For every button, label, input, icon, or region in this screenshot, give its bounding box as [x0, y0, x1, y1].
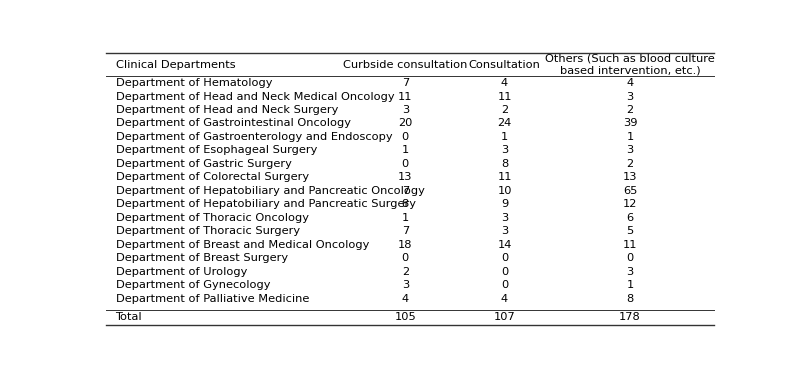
- Text: 3: 3: [626, 267, 634, 277]
- Text: Total: Total: [115, 312, 142, 321]
- Text: Department of Colorectal Surgery: Department of Colorectal Surgery: [115, 172, 309, 182]
- Text: 0: 0: [501, 280, 508, 290]
- Text: Department of Thoracic Oncology: Department of Thoracic Oncology: [115, 213, 309, 223]
- Text: Department of Gastrointestinal Oncology: Department of Gastrointestinal Oncology: [115, 118, 350, 129]
- Text: 6: 6: [626, 213, 634, 223]
- Text: 1: 1: [501, 132, 508, 142]
- Text: 3: 3: [402, 105, 409, 115]
- Text: 107: 107: [494, 312, 515, 321]
- Text: 11: 11: [498, 91, 512, 102]
- Text: 178: 178: [619, 312, 641, 321]
- Text: 0: 0: [402, 132, 409, 142]
- Text: 2: 2: [626, 159, 634, 169]
- Text: 0: 0: [501, 253, 508, 263]
- Text: 1: 1: [402, 145, 409, 155]
- Text: 1: 1: [626, 132, 634, 142]
- Text: 1: 1: [402, 213, 409, 223]
- Text: 3: 3: [626, 145, 634, 155]
- Text: 3: 3: [501, 226, 508, 236]
- Text: Department of Gastroenterology and Endoscopy: Department of Gastroenterology and Endos…: [115, 132, 392, 142]
- Text: 11: 11: [398, 91, 413, 102]
- Text: 4: 4: [402, 294, 409, 304]
- Text: 0: 0: [402, 159, 409, 169]
- Text: 2: 2: [402, 267, 409, 277]
- Text: 3: 3: [402, 280, 409, 290]
- Text: Department of Breast and Medical Oncology: Department of Breast and Medical Oncolog…: [115, 240, 369, 250]
- Text: Department of Esophageal Surgery: Department of Esophageal Surgery: [115, 145, 317, 155]
- Text: Consultation: Consultation: [469, 60, 541, 70]
- Text: Department of Hepatobiliary and Pancreatic Surgery: Department of Hepatobiliary and Pancreat…: [115, 199, 415, 209]
- Text: 3: 3: [626, 91, 634, 102]
- Text: 7: 7: [402, 78, 409, 88]
- Text: 105: 105: [394, 312, 416, 321]
- Text: 3: 3: [501, 213, 508, 223]
- Text: 8: 8: [501, 159, 508, 169]
- Text: Department of Hepatobiliary and Pancreatic Oncology: Department of Hepatobiliary and Pancreat…: [115, 186, 424, 196]
- Text: 0: 0: [626, 253, 634, 263]
- Text: 5: 5: [626, 226, 634, 236]
- Text: Others (Such as blood culture
based intervention, etc.): Others (Such as blood culture based inte…: [546, 54, 715, 76]
- Text: 9: 9: [501, 199, 508, 209]
- Text: 65: 65: [623, 186, 638, 196]
- Text: Department of Head and Neck Surgery: Department of Head and Neck Surgery: [115, 105, 338, 115]
- Text: 39: 39: [623, 118, 638, 129]
- Text: 7: 7: [402, 226, 409, 236]
- Text: Clinical Departments: Clinical Departments: [115, 60, 235, 70]
- Text: Department of Breast Surgery: Department of Breast Surgery: [115, 253, 288, 263]
- Text: 2: 2: [626, 105, 634, 115]
- Text: 3: 3: [501, 145, 508, 155]
- Text: 4: 4: [626, 78, 634, 88]
- Text: 4: 4: [501, 294, 508, 304]
- Text: Curbside consultation: Curbside consultation: [343, 60, 467, 70]
- Text: Department of Urology: Department of Urology: [115, 267, 247, 277]
- Text: 4: 4: [501, 78, 508, 88]
- Text: 8: 8: [626, 294, 634, 304]
- Text: 7: 7: [402, 186, 409, 196]
- Text: 10: 10: [498, 186, 512, 196]
- Text: Department of Palliative Medicine: Department of Palliative Medicine: [115, 294, 309, 304]
- Text: 18: 18: [398, 240, 413, 250]
- Text: 20: 20: [398, 118, 413, 129]
- Text: 11: 11: [498, 172, 512, 182]
- Text: 24: 24: [498, 118, 512, 129]
- Text: 13: 13: [398, 172, 413, 182]
- Text: Department of Gynecology: Department of Gynecology: [115, 280, 270, 290]
- Text: Department of Hematology: Department of Hematology: [115, 78, 272, 88]
- Text: 2: 2: [501, 105, 508, 115]
- Text: 8: 8: [402, 199, 409, 209]
- Text: 12: 12: [623, 199, 638, 209]
- Text: Department of Gastric Surgery: Department of Gastric Surgery: [115, 159, 291, 169]
- Text: 0: 0: [501, 267, 508, 277]
- Text: 13: 13: [623, 172, 638, 182]
- Text: 11: 11: [623, 240, 638, 250]
- Text: 14: 14: [498, 240, 512, 250]
- Text: Department of Thoracic Surgery: Department of Thoracic Surgery: [115, 226, 300, 236]
- Text: 0: 0: [402, 253, 409, 263]
- Text: Department of Head and Neck Medical Oncology: Department of Head and Neck Medical Onco…: [115, 91, 394, 102]
- Text: 1: 1: [626, 280, 634, 290]
